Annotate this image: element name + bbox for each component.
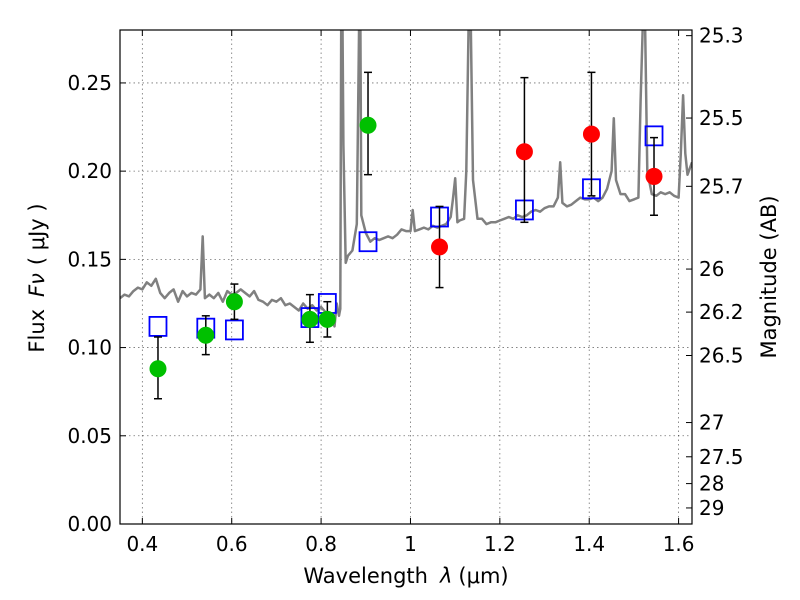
y-axis-label: Flux (25, 309, 49, 353)
x-tick-label: 1.6 (663, 532, 695, 556)
x-tick-label: 1.4 (573, 532, 605, 556)
y-tick-label: 0.00 (67, 512, 112, 536)
y-tick-label: 0.20 (67, 159, 112, 183)
y2-tick-label: 26.2 (699, 300, 744, 324)
y-tick-label: 0.25 (67, 71, 112, 95)
observed-flux-point (318, 310, 336, 328)
model-photometry-square (224, 319, 244, 341)
y2-tick-label: 25.7 (699, 174, 744, 198)
y-axis-unit: ( μJy ) (25, 203, 49, 265)
x-tick-label: 1.2 (484, 532, 516, 556)
y2-tick-label: 27 (699, 411, 724, 435)
y2-tick-label: 25.3 (699, 24, 744, 48)
x-tick-label: 0.6 (216, 532, 248, 556)
observed-flux-point (431, 238, 449, 256)
plot-frame (119, 29, 693, 525)
observed-flux-point (225, 293, 243, 311)
observed-flux-point (301, 310, 319, 328)
grid-lines (120, 30, 692, 524)
x-axis-unit: (μm) (458, 564, 508, 588)
observed-flux-point (515, 143, 533, 161)
observed-flux-point (645, 167, 663, 185)
observed-flux-point (197, 326, 215, 344)
y-tick-label: 0.10 (67, 336, 112, 360)
y2-tick-label: 26.5 (699, 344, 744, 368)
y2-tick-label: 25.5 (699, 106, 744, 130)
model-sed-line (120, 30, 692, 328)
y2-axis-title: Magnitude (AB) (757, 195, 781, 358)
y-tick-label: 0.15 (67, 247, 112, 271)
model-photometry-square (358, 231, 378, 253)
observed-flux-point (359, 116, 377, 134)
x-tick-label: 1 (404, 532, 417, 556)
y2-tick-label: 27.5 (699, 445, 744, 469)
y-axis-symbol: Fν (25, 273, 49, 297)
model-photometry-square (148, 315, 168, 337)
y2-tick-label: 28 (699, 472, 724, 496)
series-layer (120, 30, 692, 400)
y2-tick-label: 26 (699, 257, 724, 281)
x-axis-title: Wavelength λ (μm) (303, 564, 508, 588)
axis-ticks: 0.4 0.6 0.8 1 1.2 1.4 1.6 0.00 0.05 0.10 0.15 0.20 0… (67, 24, 743, 556)
y-tick-label: 0.05 (67, 424, 112, 448)
observed-flux-point (582, 125, 600, 143)
x-axis-symbol: λ (439, 564, 452, 588)
y2-tick-label: 29 (699, 496, 724, 520)
x-tick-label: 0.4 (126, 532, 158, 556)
y-axis-title: Flux Fν ( μJy ) (25, 203, 49, 352)
x-axis-label: Wavelength (303, 564, 428, 588)
observed-flux-point (149, 360, 167, 378)
x-tick-label: 0.8 (305, 532, 337, 556)
